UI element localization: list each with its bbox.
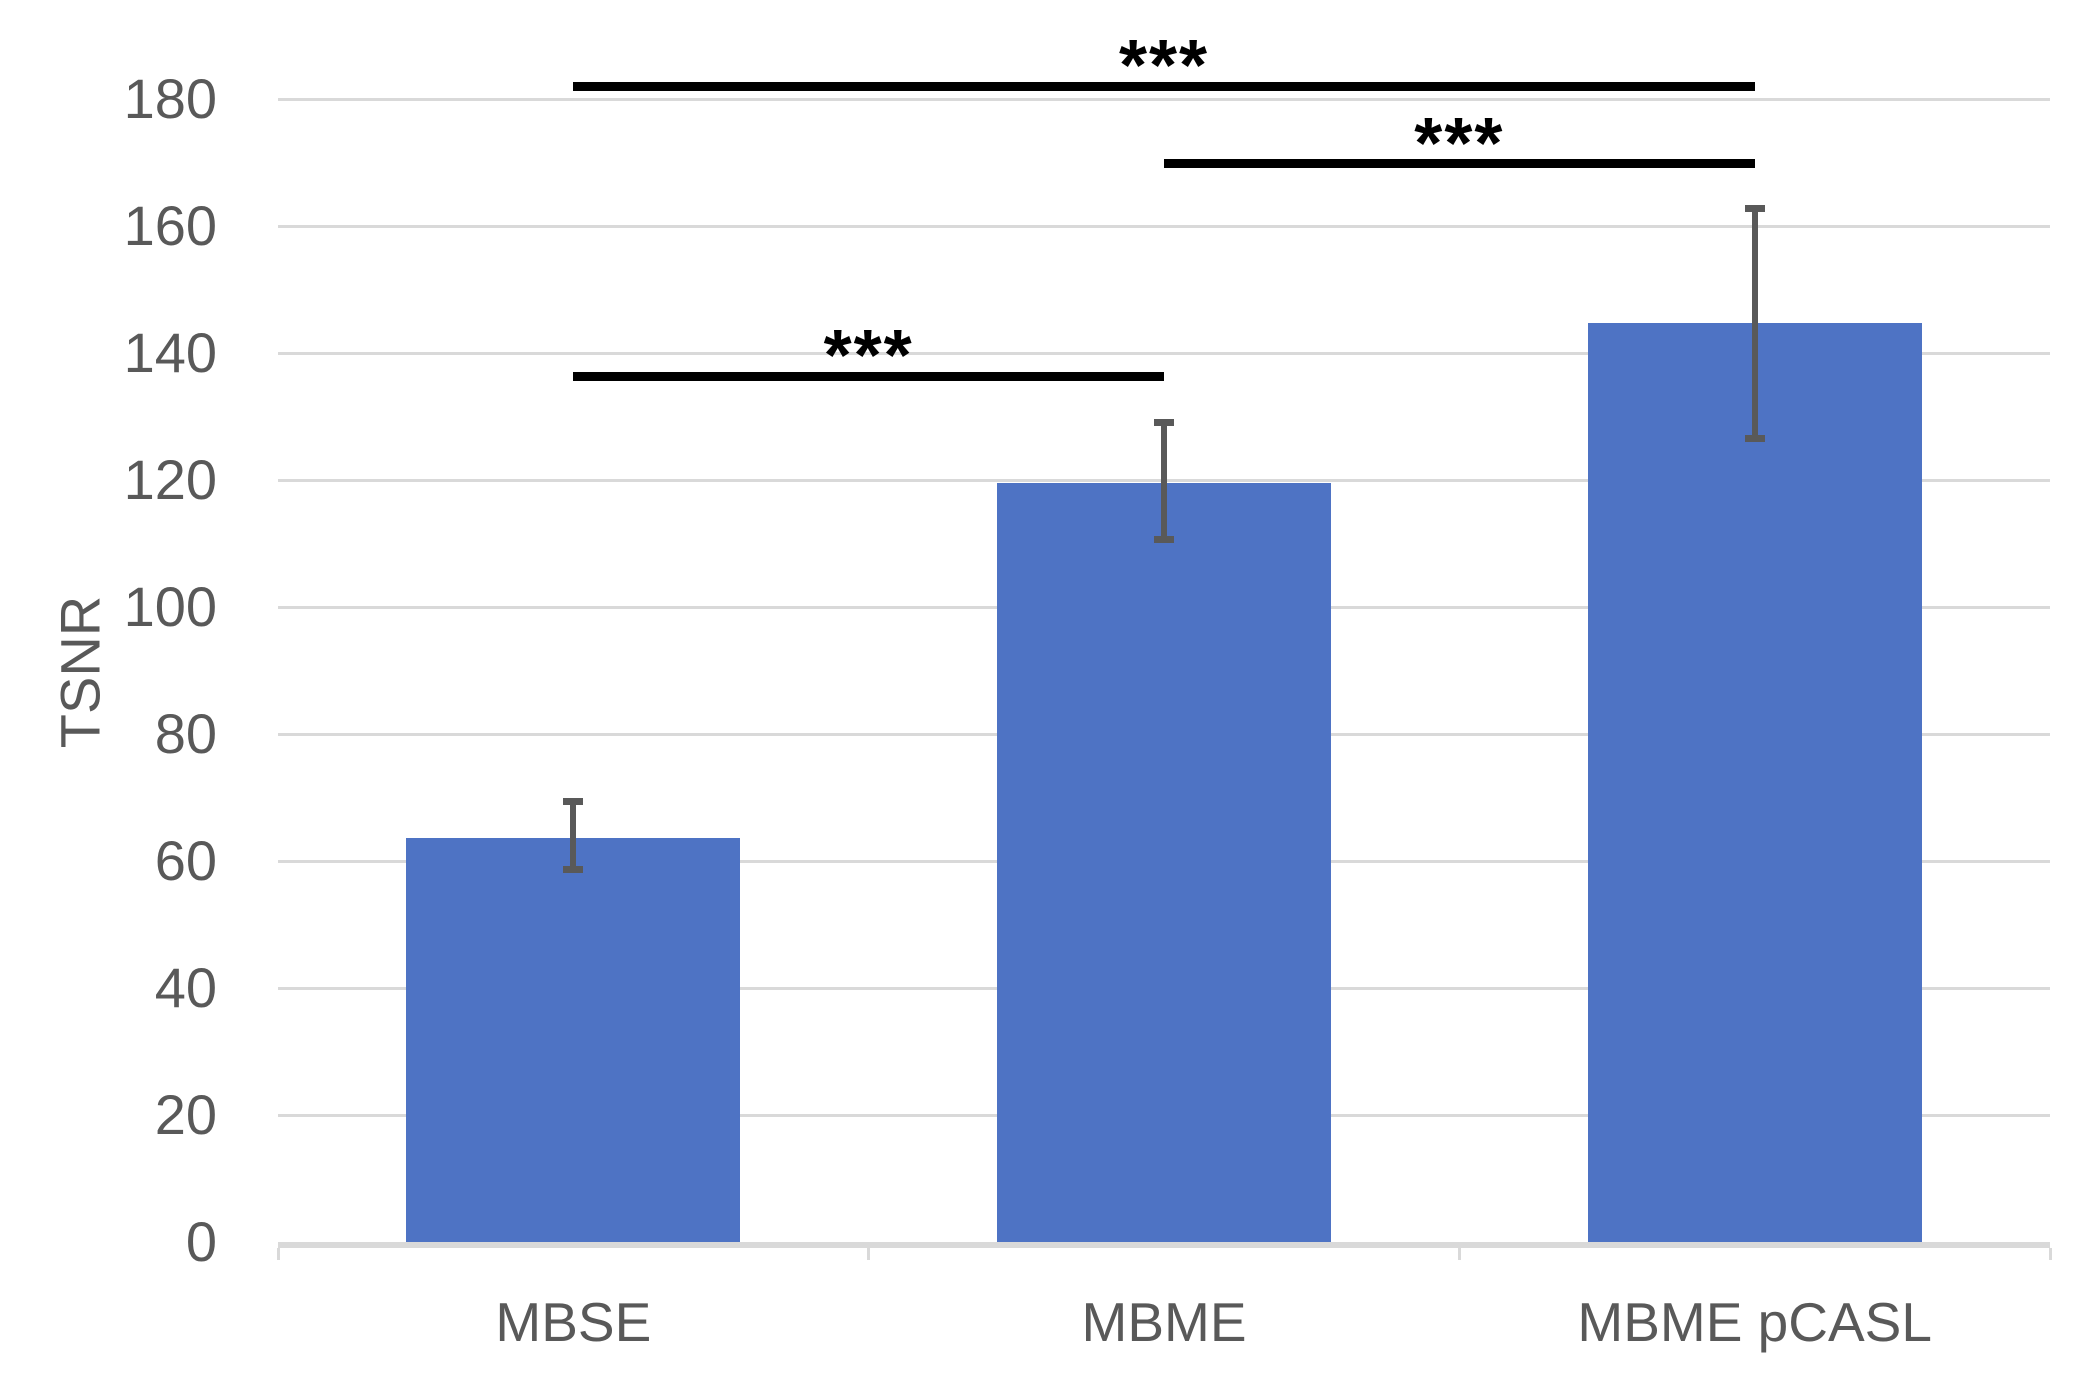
x-axis-label: MBSE <box>495 1291 652 1353</box>
error-bar-cap-bottom <box>1154 536 1174 544</box>
y-tick-label: 100 <box>123 575 217 638</box>
x-axis-tick <box>1457 1248 1461 1260</box>
gridline <box>278 351 2050 355</box>
gridline <box>278 224 2050 228</box>
y-tick-label: 160 <box>123 194 217 257</box>
error-bar-stem <box>1751 208 1758 439</box>
gridline <box>278 97 2050 101</box>
x-axis-label: MBME pCASL <box>1577 1291 1932 1353</box>
significance-stars: *** <box>1118 26 1210 107</box>
significance-bracket <box>573 371 1164 381</box>
x-axis-tick <box>276 1248 280 1260</box>
error-bar-cap-top <box>563 798 584 806</box>
error-bar-cap-bottom <box>1744 434 1765 442</box>
y-tick-label: 0 <box>185 1210 217 1273</box>
significance-bracket <box>573 81 1755 91</box>
error-bar-cap-top <box>1154 419 1174 427</box>
y-tick-label: 80 <box>154 702 217 765</box>
y-tick-label: 180 <box>123 67 217 130</box>
y-tick-label: 40 <box>154 956 217 1019</box>
x-axis-line <box>278 1242 2050 1248</box>
x-axis-label: MBME <box>1081 1291 1247 1353</box>
significance-stars: *** <box>823 316 914 397</box>
bar <box>997 483 1331 1242</box>
significance-stars: *** <box>1414 103 1505 184</box>
y-tick-label: 20 <box>154 1083 217 1146</box>
y-tick-label: 120 <box>123 448 217 511</box>
y-tick-label: 140 <box>123 321 217 384</box>
bar <box>406 838 741 1242</box>
bar <box>1587 323 1922 1242</box>
y-tick-label: 60 <box>154 829 217 892</box>
significance-bracket <box>1164 159 1755 169</box>
error-bar-stem <box>570 801 577 870</box>
error-bar-cap-top <box>1744 204 1765 212</box>
error-bar-cap-bottom <box>563 866 584 874</box>
error-bar-stem <box>1161 422 1167 540</box>
x-axis-tick <box>2048 1248 2052 1260</box>
x-axis-tick <box>867 1248 871 1260</box>
